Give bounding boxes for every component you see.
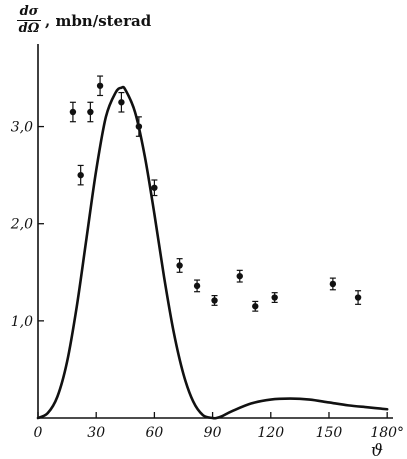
- y-tick-label: 3,0: [11, 120, 33, 136]
- y-tick-label: 1,0: [11, 314, 33, 330]
- x-axis-label: ϑ: [371, 441, 383, 459]
- data-point-marker: [211, 297, 218, 304]
- data-points-layer: [69, 75, 362, 312]
- x-tick-label: 180°: [370, 425, 404, 441]
- y-axis-label-denominator: dΩ: [18, 21, 40, 36]
- data-point-marker: [176, 262, 183, 269]
- data-point: [252, 300, 259, 312]
- y-axis-label-unit: , mbn/sterad: [45, 12, 152, 30]
- data-point: [69, 101, 77, 123]
- data-point-marker: [252, 303, 259, 310]
- data-point-marker: [118, 99, 125, 106]
- data-point: [96, 75, 104, 97]
- data-point: [236, 269, 243, 283]
- data-point: [77, 164, 84, 186]
- x-tick-label: 90: [204, 425, 222, 441]
- data-point: [118, 91, 125, 113]
- data-point-marker: [271, 294, 278, 301]
- data-point-marker: [135, 123, 143, 130]
- data-point: [87, 101, 94, 123]
- y-axis-label-fraction: dσ dΩ: [16, 4, 42, 37]
- data-point: [135, 116, 143, 137]
- x-tick-label: 60: [145, 425, 163, 441]
- theory-curve: [36, 85, 389, 420]
- x-tick-label: 120: [257, 425, 284, 441]
- data-point-marker: [236, 272, 243, 280]
- fraction-bar: [17, 20, 41, 21]
- data-point-marker: [354, 294, 362, 301]
- data-point: [211, 295, 218, 306]
- data-point: [354, 290, 362, 305]
- data-point: [193, 279, 201, 293]
- data-point-marker: [77, 171, 84, 179]
- data-point-marker: [151, 184, 158, 191]
- data-point-marker: [96, 82, 104, 89]
- data-point: [271, 292, 278, 303]
- data-point-marker: [69, 108, 77, 116]
- data-point: [329, 277, 337, 291]
- chart-axes: [37, 44, 393, 419]
- x-tick-label: 0: [34, 425, 43, 441]
- theory-curve-layer: [36, 85, 389, 420]
- data-point-marker: [329, 280, 337, 288]
- tick-labels-layer: 0 30 60 90 120 150 180° 1,0 2,0 3,0 ϑ: [10, 120, 404, 459]
- x-tick-label: 30: [87, 425, 105, 441]
- data-point-marker: [87, 108, 94, 116]
- x-tick-label: 150: [316, 425, 343, 441]
- y-axis-label-numerator: dσ: [19, 4, 39, 19]
- data-point-marker: [193, 282, 201, 290]
- data-point: [151, 179, 158, 197]
- data-point: [176, 258, 183, 273]
- y-tick-label: 2,0: [10, 217, 33, 233]
